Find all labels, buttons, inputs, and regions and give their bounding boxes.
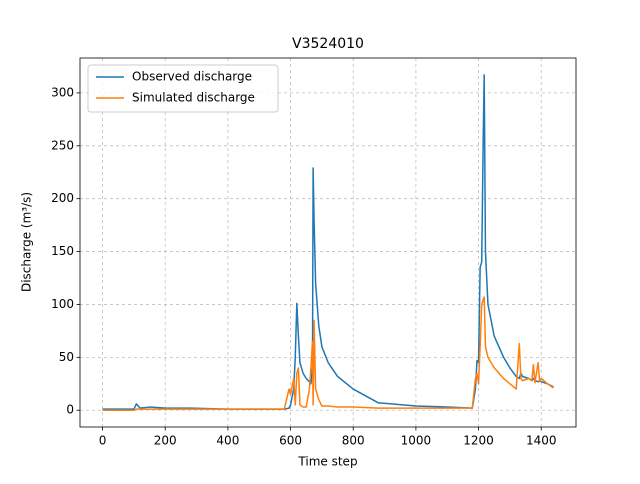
x-tick-label: 800 xyxy=(342,434,365,448)
grid xyxy=(80,58,576,427)
y-tick-label: 50 xyxy=(59,350,74,364)
legend-label: Observed discharge xyxy=(132,70,252,84)
axes-frame xyxy=(79,57,577,428)
x-tick-label: 600 xyxy=(279,434,302,448)
y-tick-label: 0 xyxy=(66,403,74,417)
y-tick-label: 100 xyxy=(51,297,74,311)
y-tick-label: 200 xyxy=(51,191,74,205)
plot-area xyxy=(102,74,554,411)
x-tick-label: 1400 xyxy=(526,434,557,448)
data-line xyxy=(102,296,554,411)
x-axis-label: Time step xyxy=(297,455,357,469)
x-tick-label: 400 xyxy=(216,434,239,448)
chart-title: V3524010 xyxy=(292,36,364,52)
x-tick-label: 200 xyxy=(154,434,177,448)
x-tick-label: 1200 xyxy=(463,434,494,448)
y-tick-label: 300 xyxy=(51,85,74,99)
y-tick-label: 250 xyxy=(51,138,74,152)
x-tick-label: 1000 xyxy=(401,434,432,448)
legend-label: Simulated discharge xyxy=(132,91,255,105)
legend-box xyxy=(87,64,279,113)
legend: Observed discharge Simulated discharge xyxy=(87,64,279,113)
y-tick-label: 150 xyxy=(51,244,74,258)
y-axis-label: Discharge (m³/s) xyxy=(20,192,34,292)
x-tick-label: 0 xyxy=(99,434,107,448)
